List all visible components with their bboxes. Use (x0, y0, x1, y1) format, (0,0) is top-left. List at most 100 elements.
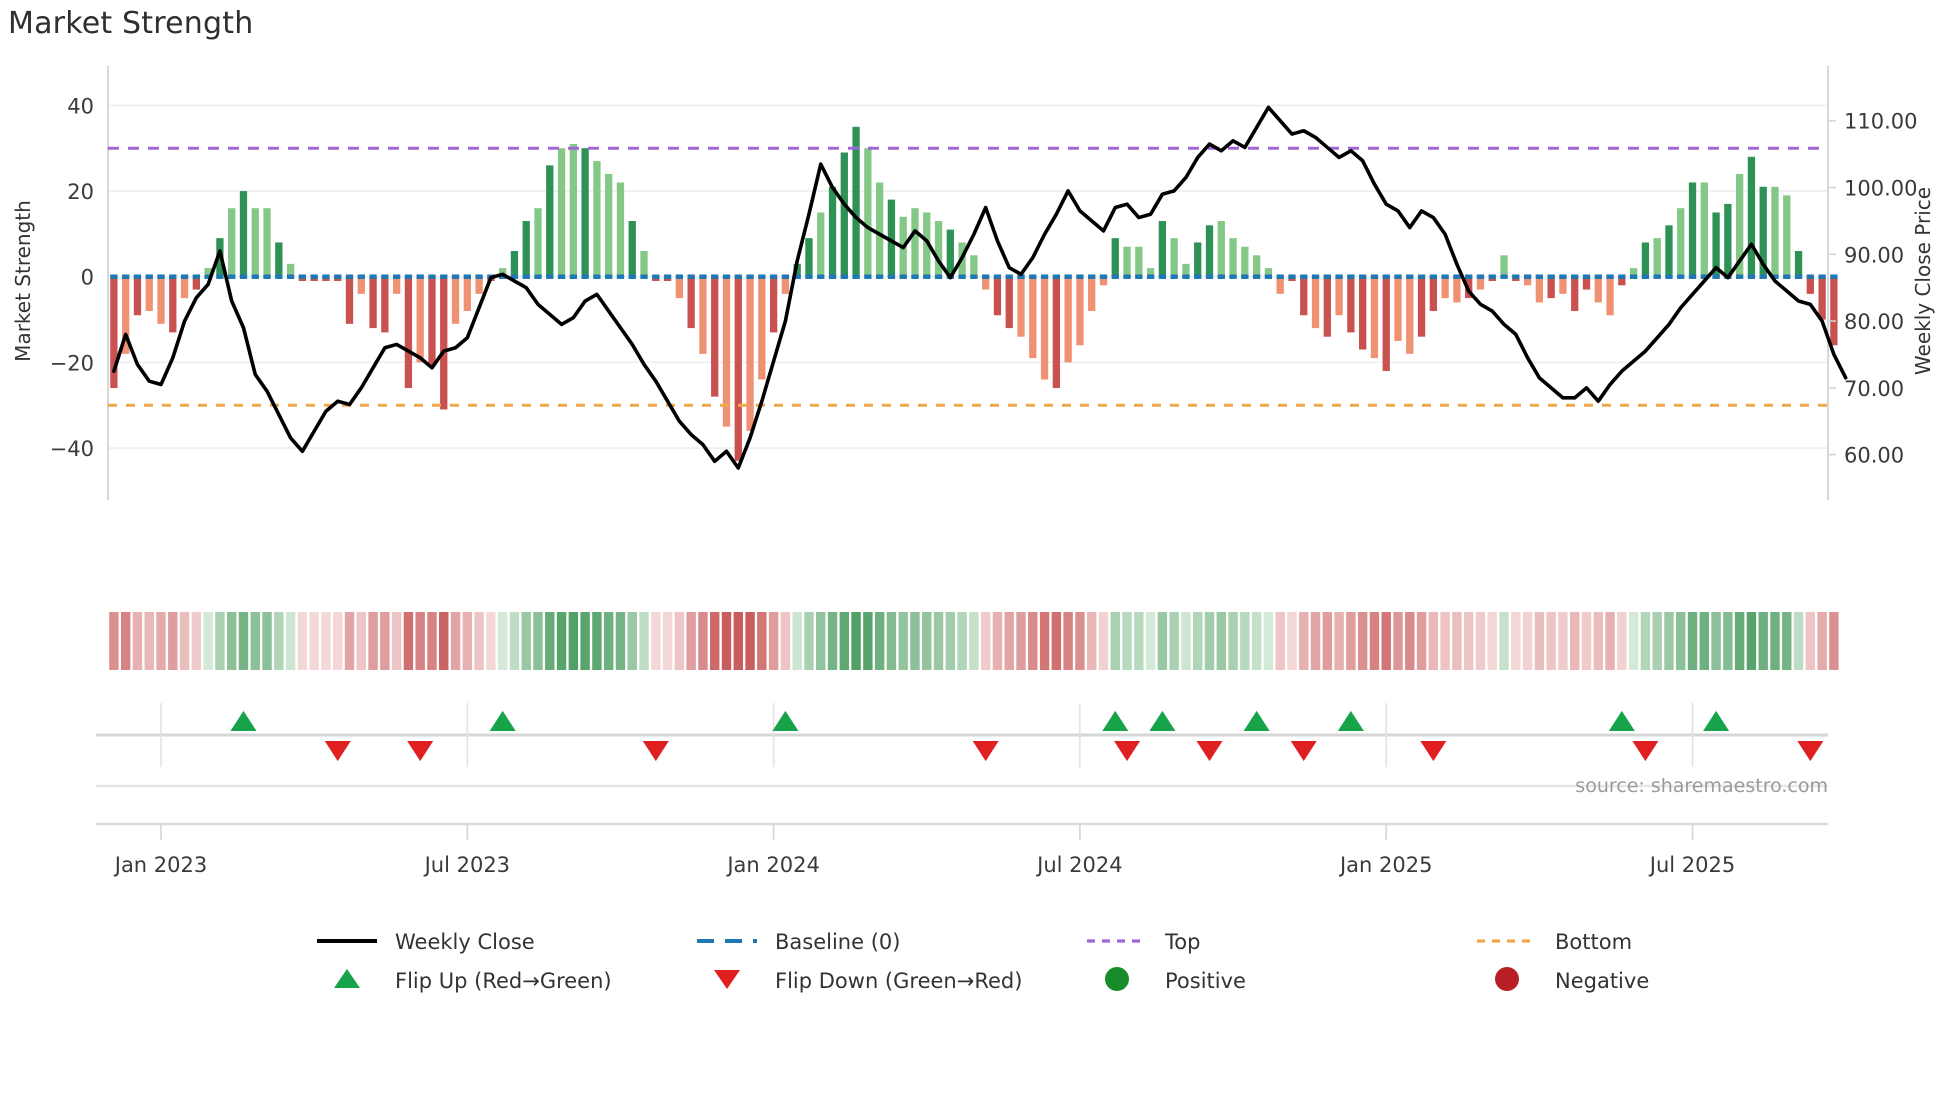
heatmap-cell (203, 612, 213, 670)
legend-label: Bottom (1555, 930, 1632, 954)
strength-bar (1629, 268, 1638, 277)
strength-bar (381, 276, 389, 333)
heatmap-cell (1687, 612, 1698, 670)
strength-bar (1724, 203, 1732, 277)
heatmap-cell (109, 612, 119, 670)
right-tick-label: 70.00 (1844, 377, 1904, 401)
heatmap-cell (415, 612, 425, 670)
strength-bar (1606, 276, 1614, 316)
strength-bar (1029, 276, 1037, 359)
heatmap-cell (627, 612, 637, 670)
heatmap-cell (816, 612, 826, 670)
strength-bar (145, 276, 153, 311)
heatmap-cell (1805, 612, 1816, 670)
strength-bar (1229, 238, 1237, 277)
strength-bar (275, 242, 283, 277)
heatmap-cell (1016, 612, 1026, 670)
heatmap-cell (215, 612, 225, 670)
strength-bar (1771, 186, 1779, 277)
heatmap-cell (1405, 612, 1415, 670)
strength-bar (699, 276, 707, 354)
legend-item: Weekly Close (317, 930, 535, 954)
heatmap-cell (1393, 612, 1403, 670)
strength-bar (1618, 276, 1626, 286)
strength-bar (828, 186, 837, 277)
heatmap-cell (333, 612, 343, 670)
flip-down-marker (1114, 741, 1141, 762)
heatmap-cell (1122, 612, 1132, 670)
heatmap-cell (1110, 612, 1120, 670)
legend-triangle-down-swatch (714, 970, 740, 989)
heatmap-cell (309, 612, 319, 670)
heatmap-cell (698, 612, 708, 670)
flip-down-marker (1196, 741, 1223, 762)
heatmap-cell (132, 612, 143, 670)
flip-down-marker (1797, 741, 1824, 762)
strength-bar (817, 212, 825, 277)
chart-legend: Weekly Close Baseline (0) Top Bottom Flip Up… (317, 930, 1649, 993)
heatmap-cell (1075, 612, 1085, 670)
heatmap-cell (168, 612, 178, 670)
flip-up-marker (1337, 710, 1364, 731)
heatmap-cell (238, 612, 249, 670)
flip-up-marker (1703, 710, 1730, 731)
strength-bar (1135, 246, 1143, 277)
strength-bar (1382, 276, 1390, 371)
strength-bar (758, 276, 766, 380)
strength-bar (1830, 276, 1838, 346)
strength-bar (228, 208, 236, 277)
strength-bar (946, 229, 954, 277)
heatmap-cell (1723, 612, 1733, 670)
strength-bar (1017, 276, 1025, 337)
strength-bar (1111, 238, 1119, 277)
strength-bar (616, 182, 625, 277)
strength-bar (911, 208, 919, 277)
heatmap-cell (321, 612, 331, 670)
strength-bar (557, 148, 566, 277)
left-tick-label: 20 (67, 180, 94, 204)
heatmap-cell (497, 612, 508, 670)
heatmap-cell (945, 612, 956, 670)
heatmap-cell (391, 612, 402, 670)
legend-label: Weekly Close (395, 930, 535, 954)
legend-circle-swatch (1495, 967, 1519, 991)
page-title: Market Strength (8, 6, 254, 41)
strength-bar (1818, 276, 1826, 320)
heatmap-cell (297, 612, 308, 670)
strength-bar (1523, 276, 1532, 286)
heatmap-cell (1263, 612, 1274, 670)
heatmap-cell (1063, 612, 1073, 670)
flip-down-marker (1420, 741, 1447, 762)
strength-bar (1276, 276, 1284, 294)
heatmap-cell (1039, 612, 1050, 670)
strength-bar (192, 276, 200, 290)
right-tick-label: 80.00 (1844, 310, 1904, 334)
strength-bar (1582, 276, 1591, 290)
strength-bar (1146, 268, 1155, 277)
heatmap-cell (1275, 612, 1285, 670)
strength-bar (1347, 276, 1355, 333)
heatmap-cell (120, 612, 131, 670)
strength-bar (1205, 225, 1214, 277)
strength-bar (392, 276, 401, 294)
heatmap-cell (1734, 612, 1745, 670)
heatmap-cell (1299, 612, 1309, 670)
flip-up-marker (489, 710, 516, 731)
strength-bar (1441, 276, 1449, 299)
flip-down-marker (1290, 741, 1317, 762)
strength-bar (1052, 276, 1060, 389)
heatmap-cell (1475, 612, 1486, 670)
heatmap-cell (1793, 612, 1804, 670)
heatmap-cell (179, 612, 190, 670)
strength-bar (1005, 276, 1013, 329)
heatmap-cell (1617, 612, 1627, 670)
strength-bar (1194, 242, 1202, 277)
strength-bar (864, 148, 872, 277)
heatmap-cell (262, 612, 272, 670)
strength-bar (286, 263, 295, 277)
heatmap-cell (1817, 612, 1827, 670)
strength-bar (722, 276, 731, 427)
strength-bar (451, 276, 460, 324)
strength-bar (1665, 225, 1673, 277)
